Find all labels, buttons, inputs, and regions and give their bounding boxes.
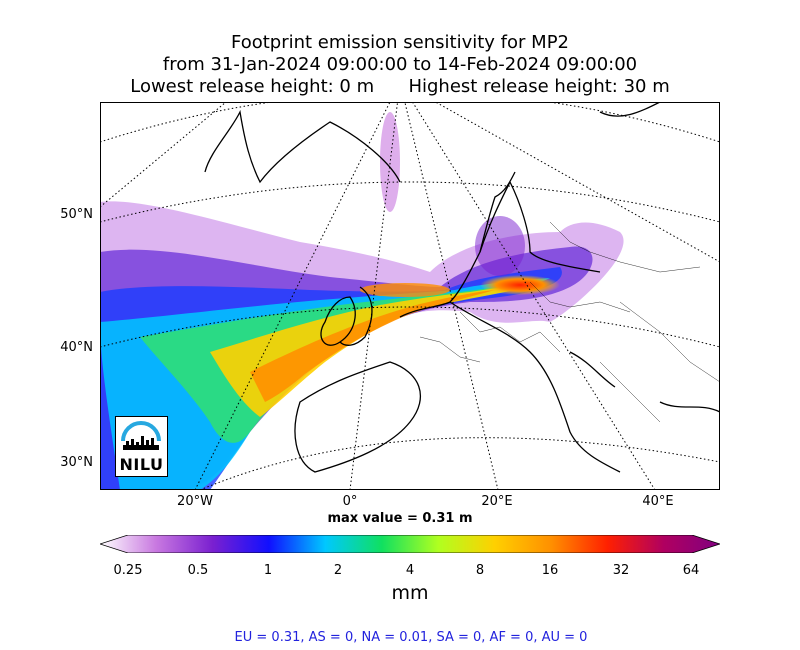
lat-label-50n: 50°N — [60, 207, 93, 222]
nilu-logo-graphic — [121, 421, 161, 450]
colorbar-tick: 2 — [333, 563, 343, 578]
lon-label-0: 0° — [342, 494, 358, 509]
colorbar-tick: 1 — [263, 563, 273, 578]
colorbar-tick: 64 — [682, 563, 700, 578]
map-title-line-2: from 31-Jan-2024 09:00:00 to 14-Feb-2024… — [162, 54, 638, 75]
lat-label-40n: 40°N — [60, 340, 93, 355]
map-title-line-1: Footprint emission sensitivity for MP2 — [230, 32, 569, 53]
colorbar-tick: 4 — [405, 563, 415, 578]
colorbar-unit: mm — [391, 582, 429, 604]
lon-label-40e: 40°E — [642, 494, 674, 509]
footprint-map — [100, 102, 720, 490]
lon-label-20w: 20°W — [177, 494, 213, 509]
colorbar-tick: 0.5 — [187, 563, 209, 578]
colorbar — [100, 535, 720, 553]
map-title-line-3: Lowest release height: 0 m Highest relea… — [130, 76, 670, 97]
nilu-logo: NILU — [115, 416, 168, 477]
borders — [419, 221, 720, 423]
lon-label-20e: 20°E — [481, 494, 513, 509]
graticule — [100, 102, 720, 490]
region-summary: EU = 0.31, AS = 0, NA = 0.01, SA = 0, AF… — [234, 630, 588, 645]
colorbar-tick: 16 — [541, 563, 559, 578]
nilu-logo-text: NILU — [119, 455, 164, 474]
colorbar-tick: 32 — [612, 563, 630, 578]
coastlines — [204, 102, 720, 473]
lat-label-30n: 30°N — [60, 455, 93, 470]
max-value-label: max value = 0.31 m — [327, 511, 473, 526]
colorbar-tick: 0.25 — [113, 563, 143, 578]
colorbar-tick: 8 — [475, 563, 485, 578]
